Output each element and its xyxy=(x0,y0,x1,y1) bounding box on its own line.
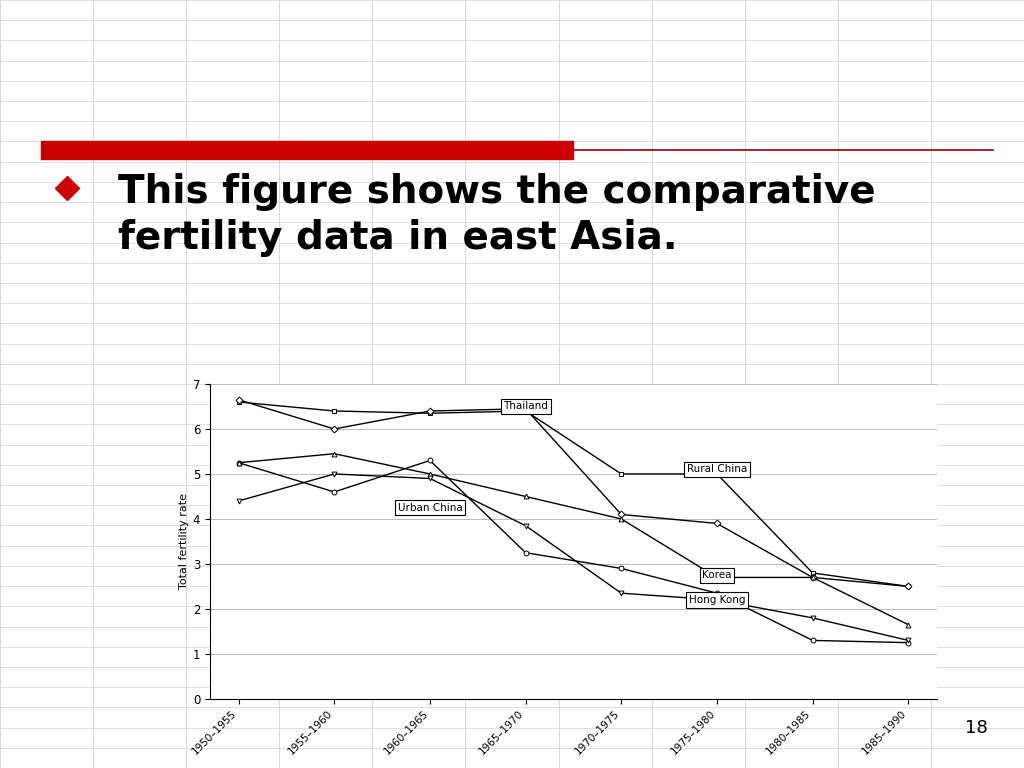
Bar xyxy=(41,141,573,159)
Text: Korea: Korea xyxy=(702,570,732,580)
Text: 18: 18 xyxy=(966,720,988,737)
Text: Rural China: Rural China xyxy=(687,465,748,475)
Text: This figure shows the comparative: This figure shows the comparative xyxy=(118,173,876,210)
Text: Thailand: Thailand xyxy=(503,402,548,412)
Text: fertility data in east Asia.: fertility data in east Asia. xyxy=(118,219,678,257)
Text: Hong Kong: Hong Kong xyxy=(689,595,745,605)
Text: Urban China: Urban China xyxy=(397,503,462,513)
Y-axis label: Total fertility rate: Total fertility rate xyxy=(178,494,188,590)
